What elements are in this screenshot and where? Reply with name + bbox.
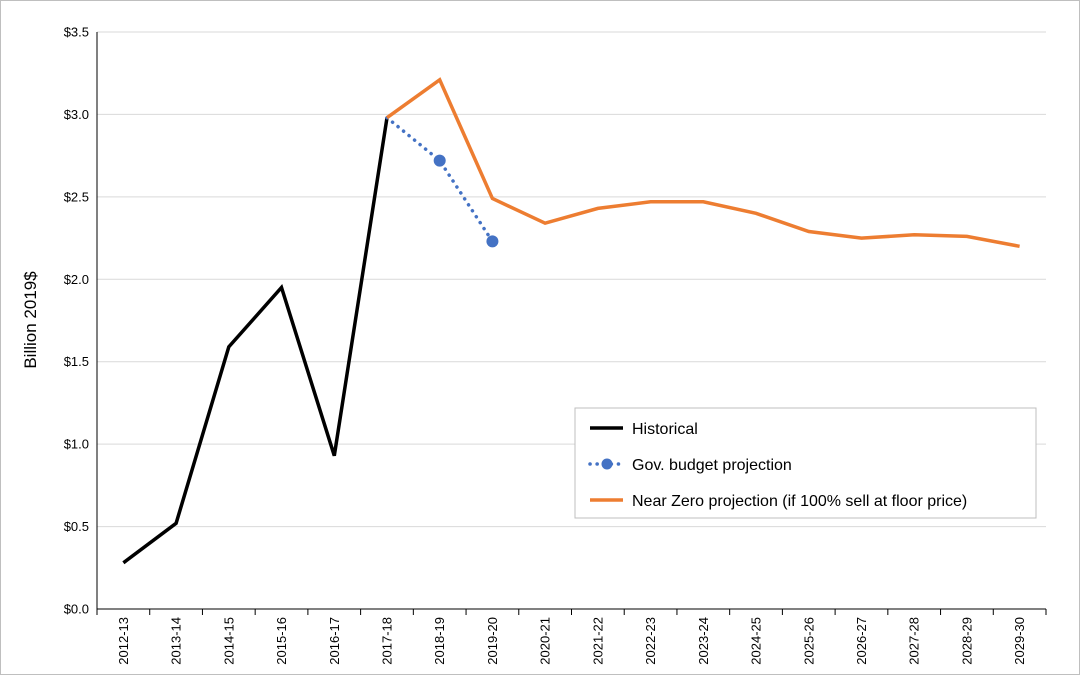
y-tick-label: $1.5 xyxy=(64,354,89,369)
x-tick-label: 2016-17 xyxy=(327,617,342,665)
x-tick-labels: 2012-13 2013-14 2014-15 2015-16 2016-17 2017-… xyxy=(116,617,1027,665)
x-tick-label: 2025-26 xyxy=(801,617,816,665)
x-tick-label: 2015-16 xyxy=(274,617,289,665)
data-point-gov-budget xyxy=(433,154,446,167)
series-line-near-zero xyxy=(385,77,1020,249)
x-tick-label: 2013-14 xyxy=(169,617,184,665)
x-tick-label: 2022-23 xyxy=(643,617,658,665)
x-tick-label: 2019-20 xyxy=(485,617,500,665)
x-tick-label: 2012-13 xyxy=(116,617,131,665)
x-tick-label: 2020-21 xyxy=(538,617,553,665)
legend-label-near-zero: Near Zero projection (if 100% sell at fl… xyxy=(632,493,967,510)
y-tick-label: $1.0 xyxy=(64,437,89,452)
axes xyxy=(96,32,1047,615)
y-tick-label: $2.0 xyxy=(64,272,89,287)
x-tick-label: 2029-30 xyxy=(1012,617,1027,665)
data-point-gov-budget xyxy=(486,235,499,248)
x-tick-label: 2018-19 xyxy=(432,617,447,665)
x-tick-label: 2023-24 xyxy=(696,617,711,665)
x-tick-label: 2014-15 xyxy=(221,617,236,665)
legend: Historical Gov. budget projection Near Z… xyxy=(574,407,1037,519)
y-tick-label: $0.5 xyxy=(64,519,89,534)
y-axis-title: Billion 2019$ xyxy=(21,271,40,369)
y-tick-label: $2.5 xyxy=(64,189,89,204)
y-tick-labels: $0.0 $0.5 $1.0 $1.5 $2.0 $2.5 $3.0 $3.5 xyxy=(64,25,89,617)
series-line-historical xyxy=(122,117,389,565)
series-lines xyxy=(122,77,1020,565)
legend-marker-gov-budget xyxy=(601,458,613,470)
x-tick-label: 2027-28 xyxy=(907,617,922,665)
y-tick-label: $3.0 xyxy=(64,107,89,122)
x-tick-label: 2028-29 xyxy=(959,617,974,665)
legend-label-historical: Historical xyxy=(632,421,698,438)
y-tick-label: $0.0 xyxy=(64,602,89,617)
x-tick-label: 2021-22 xyxy=(590,617,605,665)
x-tick-label: 2024-25 xyxy=(749,617,764,665)
legend-box xyxy=(574,407,1037,519)
x-tick-label: 2017-18 xyxy=(379,617,394,665)
x-tick-label: 2026-27 xyxy=(854,617,869,665)
series-line-gov-budget xyxy=(385,115,495,244)
gridlines xyxy=(97,31,1046,528)
legend-label-gov-budget: Gov. budget projection xyxy=(632,457,792,474)
y-tick-label: $3.5 xyxy=(64,25,89,40)
